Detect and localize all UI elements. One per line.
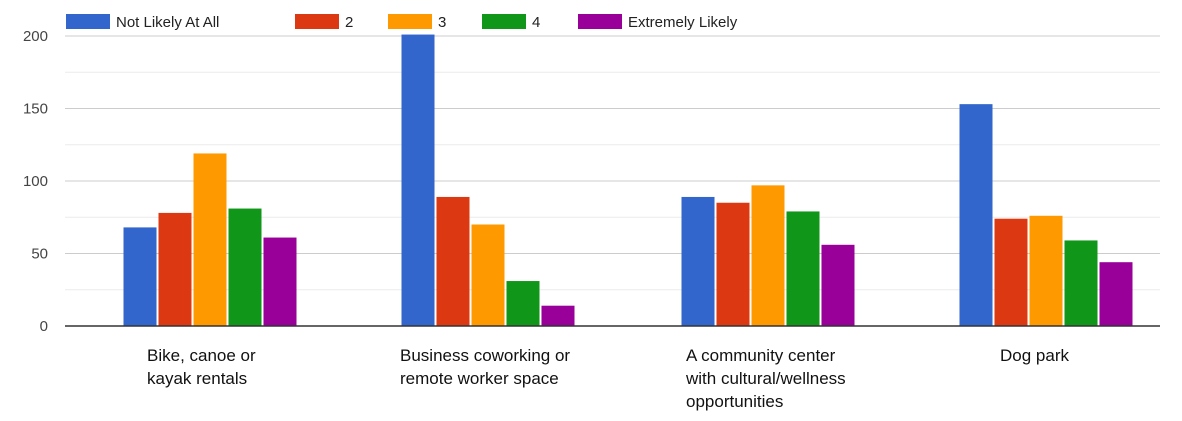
legend-swatch [578,14,622,29]
x-category-label-line: Business coworking or [400,346,571,365]
bar-3-1 [193,153,227,326]
legend-swatch [66,14,110,29]
y-tick-label: 0 [40,318,48,335]
x-category-label: Business coworking or remote worker space [400,344,640,390]
legend-label: Not Likely At All [116,14,219,31]
x-category-label-line: remote worker space [400,369,559,388]
y-tick-label: 100 [23,173,48,190]
x-category-label: A community center with cultural/wellness… [686,344,926,413]
bar-5-1 [263,237,297,326]
legend-label: Extremely Likely [628,14,738,31]
bar-4-2 [506,281,540,326]
x-category-label-line: opportunities [686,392,784,411]
x-category-label: Dog park [1000,344,1182,367]
legend-label: 4 [532,14,540,31]
legend: Not Likely At All 2 3 4 Extremely Likely [66,14,738,31]
y-tick-label: 50 [31,246,48,263]
y-tick-label: 150 [23,101,48,118]
bar-1-3 [681,196,715,326]
bar-3-4 [1029,215,1063,326]
bar-4-3 [786,211,820,326]
legend-label: 3 [438,14,446,31]
bar-2-4 [994,218,1028,326]
bar-1-1 [123,227,157,326]
legend-swatch [388,14,432,29]
bar-5-2 [541,305,575,326]
bar-5-3 [821,244,855,326]
x-category-label-line: Bike, canoe or [147,346,256,365]
bar-1-4 [959,104,993,327]
bar-2-2 [436,196,470,326]
bar-3-2 [471,224,505,326]
legend-swatch [482,14,526,29]
bar-1-2 [401,34,435,327]
bar-4-1 [228,208,262,326]
bar-2-1 [158,212,192,326]
legend-label: 2 [345,14,353,31]
x-category-label: Bike, canoe or kayak rentals [147,344,387,390]
bar-5-4 [1099,262,1133,326]
y-axis-ticks: 0 50 100 150 200 [23,28,48,335]
bar-3-3 [751,185,785,326]
x-category-label-line: Dog park [1000,346,1069,365]
bar-4-4 [1064,240,1098,326]
legend-swatch [295,14,339,29]
y-tick-label: 200 [23,28,48,45]
x-category-label-line: A community center [686,346,836,365]
bar-2-3 [716,202,750,326]
bars [123,34,1133,327]
x-category-label-line: kayak rentals [147,369,248,388]
x-category-label-line: with cultural/wellness [686,369,846,388]
